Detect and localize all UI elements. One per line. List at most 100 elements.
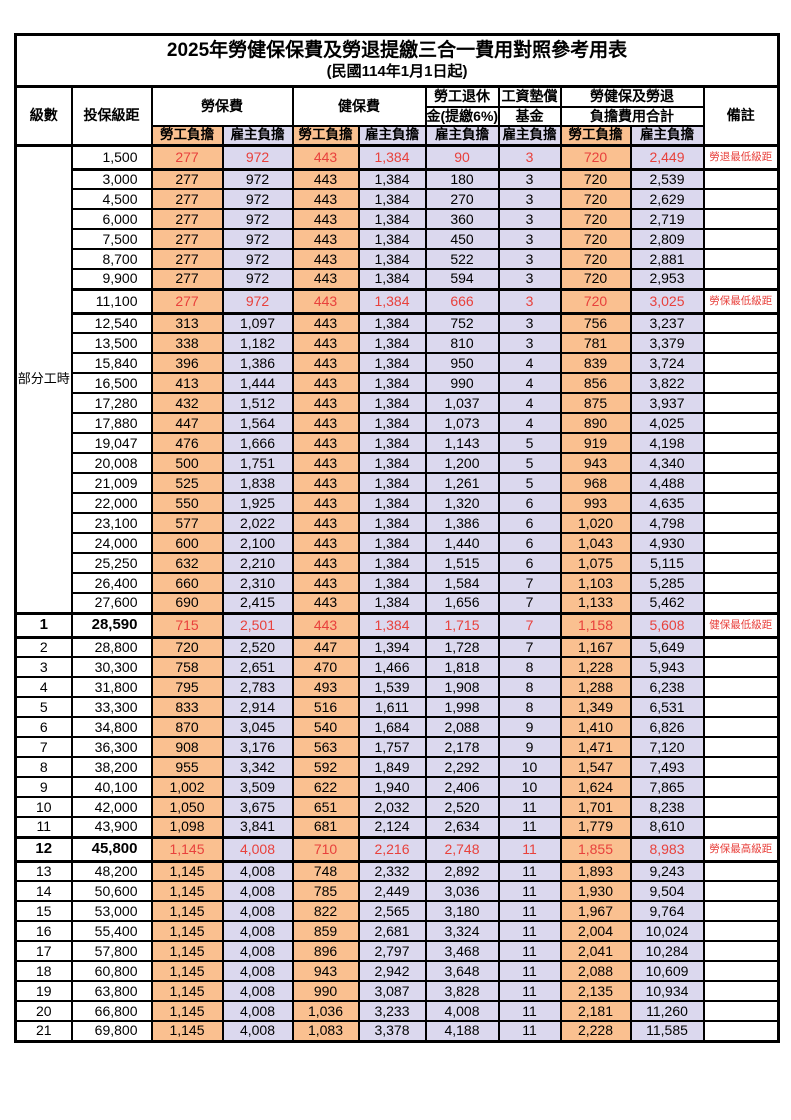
header-pension-line1: 勞工退休 (424, 85, 500, 108)
header-group-row-1: 級數 投保級距 勞保費 健保費 勞工退休 工資墊償 勞健保及勞退 備註 (14, 85, 780, 147)
level-cell: 5 (14, 696, 73, 719)
value-cell: 10 (497, 756, 562, 779)
remark-cell (702, 940, 780, 963)
value-cell: 493 (291, 676, 360, 699)
remark-cell (702, 168, 780, 191)
value-cell: 313 (150, 312, 224, 335)
value-cell: 4 (497, 372, 562, 395)
value-cell: 2,651 (221, 656, 294, 679)
table-row: 24,000 600 2,100 443 1,384 1,440 6 1,043 4,930 (16, 532, 780, 555)
bracket-cell: 4,500 (70, 188, 153, 211)
bracket-cell: 43,900 (70, 816, 153, 839)
value-cell: 3,675 (221, 796, 294, 819)
value-cell: 443 (291, 552, 360, 575)
value-cell: 3,828 (424, 980, 500, 1003)
value-cell: 1,103 (559, 572, 632, 595)
value-cell: 413 (150, 372, 224, 395)
value-cell: 715 (150, 611, 224, 639)
value-cell: 277 (150, 168, 224, 191)
level-cell: 7 (14, 736, 73, 759)
bracket-cell: 12,540 (70, 312, 153, 335)
table-row: 20 66,800 1,145 4,008 1,036 3,233 4,008 11 2,181… (14, 1000, 780, 1023)
value-cell: 2,135 (559, 980, 632, 1003)
value-cell: 1,384 (357, 412, 427, 435)
bracket-cell: 1,500 (70, 143, 153, 171)
value-cell: 875 (559, 392, 632, 415)
value-cell: 3,176 (221, 736, 294, 759)
value-cell: 4,008 (221, 900, 294, 923)
level-cell: 1 (14, 611, 73, 639)
value-cell: 1,145 (150, 920, 224, 943)
value-cell: 2,100 (221, 532, 294, 555)
header-health-employee: 勞工負擔 (291, 124, 360, 147)
value-cell: 11 (497, 960, 562, 983)
value-cell: 3,180 (424, 900, 500, 923)
value-cell: 270 (424, 188, 500, 211)
value-cell: 2,520 (221, 636, 294, 659)
bracket-cell: 30,300 (70, 656, 153, 679)
value-cell: 11 (497, 940, 562, 963)
bracket-cell: 38,200 (70, 756, 153, 779)
value-cell: 1,728 (424, 636, 500, 659)
bracket-cell: 57,800 (70, 940, 153, 963)
value-cell: 1,386 (424, 512, 500, 535)
header-wage-fund-line1: 工資墊償 (497, 85, 562, 108)
value-cell: 443 (291, 188, 360, 211)
header-total-employer: 雇主負擔 (629, 124, 705, 147)
value-cell: 720 (559, 268, 632, 291)
value-cell: 10 (497, 776, 562, 799)
table-row: 25,250 632 2,210 443 1,384 1,515 6 1,075 5,115 (16, 552, 780, 575)
value-cell: 1,512 (221, 392, 294, 415)
value-cell: 2,310 (221, 572, 294, 595)
value-cell: 3,379 (629, 332, 705, 355)
level-cell: 6 (14, 716, 73, 739)
table-row: 13,500 338 1,182 443 1,384 810 3 781 3,379 (16, 332, 780, 355)
value-cell: 5,115 (629, 552, 705, 575)
value-cell: 720 (559, 168, 632, 191)
bracket-cell: 9,900 (70, 268, 153, 291)
remark-cell (702, 960, 780, 983)
header-total-line2: 負擔費用合計 (559, 106, 705, 127)
remark-cell (702, 268, 780, 291)
header-total-line1: 勞健保及勞退 (559, 85, 705, 108)
header-total-employee: 勞工負擔 (559, 124, 632, 147)
value-cell: 1,384 (357, 532, 427, 555)
table-row: 9 40,100 1,002 3,509 622 1,940 2,406 10 1,624 7,8… (14, 776, 780, 799)
value-cell: 90 (424, 143, 500, 171)
value-cell: 839 (559, 352, 632, 375)
value-cell: 2,797 (357, 940, 427, 963)
level-cell: 16 (14, 920, 73, 943)
header-burden-row: 勞工負擔 雇主負擔 勞工負擔 雇主負擔 雇主負擔 雇主負擔 勞工負擔 雇主負擔 (16, 124, 779, 147)
value-cell: 4 (497, 412, 562, 435)
bracket-cell: 21,009 (70, 472, 153, 495)
value-cell: 972 (221, 168, 294, 191)
bracket-cell: 17,280 (70, 392, 153, 415)
value-cell: 2,809 (629, 228, 705, 251)
value-cell: 516 (291, 696, 360, 719)
value-cell: 443 (291, 492, 360, 515)
title-row: 2025年勞健保保費及勞退提繳三合一費用對照參考用表 (民國114年1月1日起) (14, 33, 780, 88)
value-cell: 8,610 (629, 816, 705, 839)
table-row: 4,500 277 972 443 1,384 270 3 720 2,629 (16, 188, 780, 211)
header-group-row-2: 金(提繳6%) 基金 負擔費用合計 (16, 106, 779, 127)
value-cell: 10,024 (629, 920, 705, 943)
value-cell: 8,983 (629, 835, 705, 863)
value-cell: 1,656 (424, 592, 500, 615)
value-cell: 896 (291, 940, 360, 963)
value-cell: 4,008 (221, 920, 294, 943)
table-row: 8 38,200 955 3,342 592 1,849 2,292 10 1,547 7,493 (14, 756, 780, 779)
value-cell: 443 (291, 372, 360, 395)
value-cell: 11 (497, 880, 562, 903)
value-cell: 2,914 (221, 696, 294, 719)
value-cell: 4,008 (221, 860, 294, 883)
value-cell: 277 (150, 208, 224, 231)
value-cell: 1,083 (291, 1020, 360, 1043)
table-row: 11,100 277 972 443 1,384 666 3 720 3,025 勞保最低級距 (16, 287, 780, 315)
value-cell: 2,292 (424, 756, 500, 779)
table-row: 1 28,590 715 2,501 443 1,384 1,715 7 1,158 5,608 健… (14, 611, 780, 639)
value-cell: 11 (497, 796, 562, 819)
value-cell: 6 (497, 492, 562, 515)
value-cell: 1,145 (150, 835, 224, 863)
table-row: 15 53,000 1,145 4,008 822 2,565 3,180 11 1,967 9,… (14, 900, 780, 923)
value-cell: 1,384 (357, 472, 427, 495)
